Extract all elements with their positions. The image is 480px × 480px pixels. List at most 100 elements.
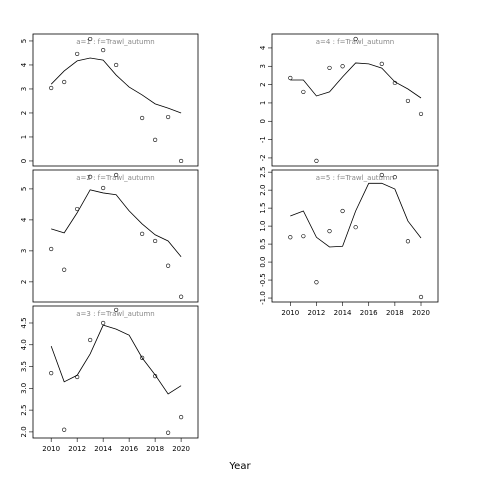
data-point	[301, 234, 306, 239]
y-tick-label: -1.0	[259, 291, 267, 305]
y-tick-label: -1	[259, 136, 267, 143]
data-point	[288, 235, 293, 240]
data-point	[101, 320, 106, 326]
x-tick-label: 2020	[172, 445, 190, 453]
data-point	[114, 172, 119, 178]
y-tick-label: -0.5	[259, 273, 267, 287]
panel-frame	[32, 33, 199, 167]
y-tick-label: 2.5	[259, 167, 267, 178]
y-tick-label: 3	[20, 249, 28, 253]
y-tick-label: 4	[20, 217, 28, 222]
panel-title: a=3 : f=Trawl_autumn	[76, 310, 155, 318]
data-point	[327, 229, 332, 234]
data-point	[62, 79, 67, 85]
data-point	[392, 175, 397, 180]
data-point	[379, 61, 384, 66]
y-tick-label: 1	[20, 135, 28, 139]
data-point	[379, 172, 384, 178]
x-tick-label: 2010	[42, 445, 60, 453]
data-point	[153, 137, 158, 142]
data-point	[49, 370, 54, 376]
y-tick-label: 2	[259, 82, 267, 86]
y-tick-label: 2.5	[20, 405, 28, 416]
data-point	[88, 337, 93, 343]
data-point	[327, 65, 332, 71]
data-point	[62, 427, 67, 432]
data-point	[179, 414, 184, 420]
y-tick-label: 4	[20, 62, 28, 67]
y-tick-label: 2	[20, 280, 28, 284]
fit-line	[290, 182, 422, 248]
y-tick-label: 5	[20, 187, 28, 191]
data-point	[314, 280, 319, 285]
data-point	[340, 64, 345, 69]
data-point	[140, 355, 145, 360]
y-tick-label: 0.5	[259, 239, 267, 250]
data-point	[88, 174, 93, 179]
data-point	[288, 75, 293, 81]
data-point	[101, 47, 106, 53]
data-point	[314, 158, 319, 163]
data-point	[405, 239, 411, 244]
fit-line	[50, 324, 182, 395]
y-tick-label: 3.0	[20, 383, 28, 394]
data-point	[88, 36, 93, 42]
data-point	[301, 89, 306, 95]
y-tick-label: 0	[20, 159, 28, 163]
y-tick-label: 0.0	[259, 257, 267, 268]
data-point	[62, 267, 67, 272]
data-point	[140, 115, 145, 121]
y-tick-label: 3	[259, 64, 267, 68]
y-tick-label: 4.5	[20, 317, 28, 328]
panel-frame	[32, 169, 199, 303]
data-point	[418, 111, 424, 117]
y-tick-label: 3	[20, 87, 28, 91]
panel-frame	[271, 169, 439, 303]
y-tick-label: 2.0	[259, 185, 267, 196]
data-point	[49, 246, 54, 252]
panel-title: a=4 : f=Trawl_autumn	[316, 38, 395, 46]
x-tick-label: 2012	[68, 445, 86, 453]
fit-line	[290, 62, 422, 99]
panel-title: a=1 : f=Trawl_autumn	[76, 38, 155, 46]
y-tick-label: 1.0	[259, 221, 267, 232]
data-point	[114, 307, 119, 313]
data-point	[166, 263, 171, 268]
panel-frame	[271, 33, 439, 167]
y-tick-label: 3.5	[20, 361, 28, 372]
x-tick-label: 2018	[386, 309, 404, 317]
data-point	[140, 231, 145, 236]
y-tick-label: 2	[20, 111, 28, 115]
data-point	[340, 208, 345, 214]
data-point	[166, 114, 171, 120]
x-tick-label: 2020	[412, 309, 430, 317]
x-tick-label: 2012	[308, 309, 326, 317]
data-point	[405, 98, 411, 104]
x-tick-label: 2018	[146, 445, 164, 453]
y-tick-label: 2.0	[20, 426, 28, 437]
x-tick-label: 2014	[94, 445, 112, 453]
fit-line	[51, 189, 182, 258]
x-tick-label: 2016	[120, 445, 138, 453]
data-point	[101, 185, 106, 191]
x-tick-label: 2014	[334, 309, 352, 317]
panel-title: a=2 : f=Trawl_autumn	[76, 174, 155, 182]
y-tick-label: 4	[259, 45, 267, 50]
data-point	[153, 238, 158, 244]
y-tick-label: 5	[20, 39, 28, 43]
data-point	[179, 294, 184, 299]
data-point	[49, 85, 54, 91]
y-tick-label: 1	[259, 101, 267, 105]
data-point	[179, 158, 184, 164]
panel-frame	[32, 305, 199, 439]
y-tick-label: 0	[259, 119, 267, 123]
y-tick-label: 4.0	[20, 339, 28, 350]
panel-title: a=5 : f=Trawl_autumn	[316, 174, 395, 182]
data-point	[166, 430, 171, 435]
data-point	[75, 51, 80, 57]
x-axis-label: Year	[228, 461, 251, 472]
data-point	[353, 225, 358, 230]
data-point	[114, 62, 119, 68]
data-point	[353, 36, 358, 42]
fit-line	[50, 57, 182, 114]
